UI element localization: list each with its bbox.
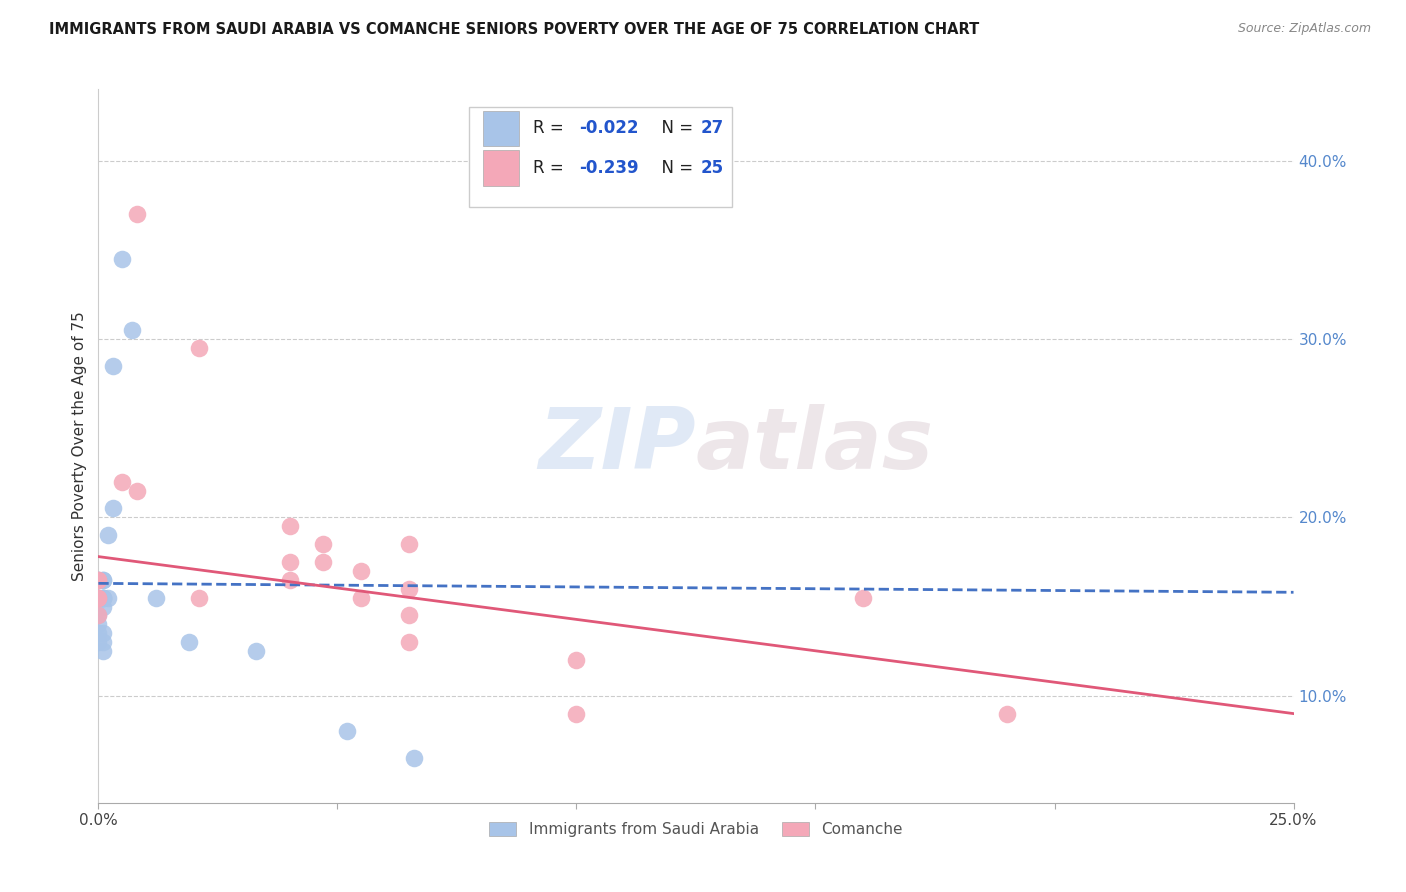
FancyBboxPatch shape [484, 111, 519, 146]
Point [402, 751, 425, 765]
Point [179, 635, 201, 649]
Point [398, 537, 420, 551]
Text: R =: R = [533, 120, 569, 137]
Point [350, 564, 373, 578]
Point [87, 635, 110, 649]
Text: N =: N = [651, 159, 697, 177]
Point [995, 706, 1018, 721]
Text: 27: 27 [700, 120, 724, 137]
Point [187, 341, 209, 355]
Point [398, 582, 420, 596]
Point [565, 706, 588, 721]
Point [278, 519, 301, 533]
Point [87, 591, 110, 605]
Point [87, 573, 110, 587]
Point [278, 555, 301, 569]
Point [101, 501, 124, 516]
Point [312, 537, 335, 551]
Text: IMMIGRANTS FROM SAUDI ARABIA VS COMANCHE SENIORS POVERTY OVER THE AGE OF 75 CORR: IMMIGRANTS FROM SAUDI ARABIA VS COMANCHE… [49, 22, 980, 37]
Text: 25: 25 [700, 159, 724, 177]
Point [91, 635, 114, 649]
Point [101, 359, 124, 373]
Point [87, 608, 110, 623]
Text: R =: R = [533, 159, 569, 177]
Point [87, 626, 110, 640]
Point [87, 591, 110, 605]
Text: -0.239: -0.239 [579, 159, 638, 177]
Point [91, 626, 114, 640]
Point [312, 555, 335, 569]
Text: -0.022: -0.022 [579, 120, 638, 137]
Y-axis label: Seniors Poverty Over the Age of 75: Seniors Poverty Over the Age of 75 [72, 311, 87, 581]
Point [97, 528, 120, 542]
Point [87, 608, 110, 623]
FancyBboxPatch shape [470, 107, 733, 207]
Point [121, 323, 143, 337]
Text: Source: ZipAtlas.com: Source: ZipAtlas.com [1237, 22, 1371, 36]
Point [91, 591, 114, 605]
Text: ZIP: ZIP [538, 404, 696, 488]
Point [125, 483, 148, 498]
Point [245, 644, 267, 658]
Text: N =: N = [651, 120, 697, 137]
Legend: Immigrants from Saudi Arabia, Comanche: Immigrants from Saudi Arabia, Comanche [481, 814, 911, 845]
Point [87, 573, 110, 587]
Point [87, 573, 110, 587]
Point [91, 599, 114, 614]
Text: atlas: atlas [696, 404, 934, 488]
Point [350, 591, 373, 605]
Point [852, 591, 875, 605]
FancyBboxPatch shape [484, 150, 519, 186]
Point [336, 724, 359, 739]
Point [278, 573, 301, 587]
Point [87, 573, 110, 587]
Point [111, 252, 134, 266]
Point [91, 591, 114, 605]
Point [91, 591, 114, 605]
Point [145, 591, 167, 605]
Point [91, 573, 114, 587]
Point [398, 635, 420, 649]
Point [398, 608, 420, 623]
Point [91, 644, 114, 658]
Point [187, 591, 209, 605]
Point [125, 207, 148, 221]
Point [91, 573, 114, 587]
Point [111, 475, 134, 489]
Point [87, 591, 110, 605]
Point [97, 591, 120, 605]
Point [87, 617, 110, 632]
Point [565, 653, 588, 667]
